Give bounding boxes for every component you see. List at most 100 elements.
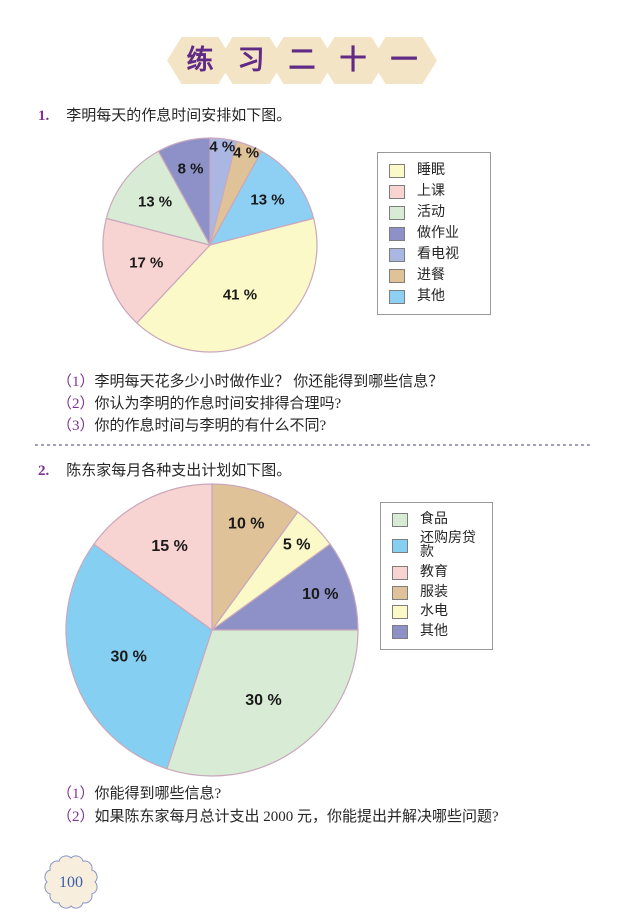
sub-question-text: 你认为李明的作息时间安排得合理吗? (94, 396, 342, 412)
pie-label-其他: 10 % (302, 586, 338, 603)
legend-label: 水电 (420, 604, 448, 620)
question-2-subquestions: （1）你能得到哪些信息? （2）如果陈东家每月总计支出 2000 元，你能提出并… (57, 783, 499, 829)
legend-item-其他: 其他 (392, 624, 486, 640)
sub-question-number: （1） (57, 786, 95, 802)
legend-label: 进餐 (417, 267, 445, 283)
legend-monthly-expenses: 食品还购房贷款教育服装水电其他 (380, 502, 493, 650)
pie-label-看电视: 4 % (209, 138, 235, 155)
page-number-badge: 100 (44, 855, 98, 909)
sub-question: （3）你的作息时间与李明的有什么不同? (57, 415, 443, 437)
legend-swatch (392, 566, 408, 581)
legend-swatch (389, 184, 405, 199)
question-2: 2. 陈东家每月各种支出计划如下图。 (38, 459, 291, 480)
legend-item-水电: 水电 (392, 604, 486, 620)
legend-label: 教育 (420, 565, 448, 581)
scallop-border (44, 855, 98, 909)
legend-label: 看电视 (417, 246, 459, 262)
pie-label-进餐: 4 % (233, 144, 259, 161)
pie-slice-活动 (105, 150, 212, 246)
title-char: 习 (237, 45, 265, 75)
legend-label: 睡眠 (417, 162, 445, 178)
legend-item-看电视: 看电视 (389, 246, 484, 262)
question-1-subquestions: （1）李明每天花多少小时做作业？ 你还能得到哪些信息？ （2）你认为李明的作息时… (57, 371, 443, 437)
sub-question: （1）李明每天花多少小时做作业？ 你还能得到哪些信息？ (57, 371, 443, 393)
pie-label-其他: 13 % (250, 191, 284, 208)
question-2-prompt: 陈东家每月各种支出计划如下图。 (66, 463, 292, 479)
pie-slice-上课 (102, 217, 212, 324)
legend-label: 上课 (417, 183, 445, 199)
pie-label-做作业: 8 % (178, 160, 204, 177)
legend-swatch (392, 539, 408, 554)
legend-item-进餐: 进餐 (389, 267, 484, 283)
sub-question-text: 如果陈东家每月总计支出 2000 元，你能提出并解决哪些问题? (94, 809, 499, 825)
sub-question-text: 李明每天花多少小时做作业？ 你还能得到哪些信息？ (94, 374, 444, 390)
pie-label-水电: 5 % (283, 537, 311, 554)
pie-label-食品: 30 % (245, 692, 281, 709)
legend-swatch (389, 205, 405, 220)
legend-swatch (392, 512, 408, 527)
question-2-number: 2. (38, 463, 50, 479)
legend-swatch (392, 585, 408, 600)
legend-label: 活动 (417, 204, 445, 220)
question-1: 1. 李明每天的作息时间安排如下图。 (38, 104, 291, 125)
pie-slice-睡眠 (135, 217, 318, 353)
legend-swatch (392, 625, 408, 640)
legend-item-教育: 教育 (392, 565, 486, 581)
legend-label: 食品 (420, 511, 448, 527)
title-hexagon: 一 (371, 37, 437, 84)
page-number: 100 (59, 874, 83, 891)
title-char: 十 (339, 45, 367, 75)
legend-swatch (392, 605, 408, 620)
title-char: 二 (288, 45, 316, 75)
dashed-divider (35, 444, 590, 446)
pie-slice-做作业 (157, 137, 211, 246)
sub-question-number: （2） (57, 396, 95, 412)
legend-swatch (389, 163, 405, 178)
legend-swatch (389, 289, 405, 304)
question-1-number: 1. (38, 108, 50, 124)
legend-item-还购房贷款: 还购房贷款 (392, 532, 486, 560)
sub-question-number: （2） (57, 809, 95, 825)
legend-label: 还购房贷款 (420, 531, 476, 561)
pie-label-服装: 10 % (228, 516, 264, 533)
legend-item-睡眠: 睡眠 (389, 162, 484, 178)
pie-label-活动: 13 % (138, 193, 172, 210)
pie-slice-食品 (166, 629, 359, 777)
pie-label-上课: 17 % (129, 254, 163, 271)
sub-question: （2）你认为李明的作息时间安排得合理吗? (57, 393, 443, 415)
legend-item-服装: 服装 (392, 585, 486, 600)
exercise-title: 练 习 二 十 一 (167, 37, 437, 84)
sub-question-number: （1） (57, 374, 95, 390)
legend-item-其他: 其他 (389, 288, 484, 304)
legend-item-做作业: 做作业 (389, 226, 484, 241)
legend-item-活动: 活动 (389, 204, 484, 220)
sub-question: （1）你能得到哪些信息? (57, 783, 499, 806)
sub-question: （2）如果陈东家每月总计支出 2000 元，你能提出并解决哪些问题? (57, 806, 499, 829)
pie-slice-其他 (210, 543, 359, 631)
question-1-prompt: 李明每天的作息时间安排如下图。 (66, 108, 292, 124)
pie-slice-教育 (93, 483, 213, 632)
pie-label-睡眠: 41 % (223, 287, 257, 304)
legend-item-上课: 上课 (389, 183, 484, 199)
legend-item-食品: 食品 (392, 511, 486, 527)
title-hexagon: 二 (269, 37, 335, 84)
sub-question-number: （3） (57, 418, 95, 434)
legend-daily-schedule: 睡眠上课活动做作业看电视进餐其他 (377, 152, 491, 315)
pie-slice-其他 (208, 150, 315, 246)
legend-label: 其他 (417, 288, 445, 304)
legend-swatch (389, 226, 405, 241)
pie-label-还购房贷款: 30 % (110, 648, 146, 665)
title-char: 一 (390, 45, 418, 75)
title-char: 练 (186, 45, 214, 75)
pie-chart-monthly-expenses: 10 % 5 % 10 % 30 % 30 % 15 % (64, 482, 360, 783)
pie-slice-还购房贷款 (65, 543, 213, 770)
sub-question-text: 你能得到哪些信息? (94, 786, 222, 802)
legend-swatch (389, 247, 405, 262)
pie-label-教育: 15 % (151, 538, 187, 555)
sub-question-text: 你的作息时间与李明的有什么不同? (94, 418, 327, 434)
legend-label: 其他 (420, 624, 448, 640)
legend-swatch (389, 268, 405, 283)
pie-chart-daily-schedule: 4 % 4 % 13 % 41 % 17 % 13 % 8 % (95, 130, 325, 365)
pie-slice-服装 (211, 483, 299, 632)
